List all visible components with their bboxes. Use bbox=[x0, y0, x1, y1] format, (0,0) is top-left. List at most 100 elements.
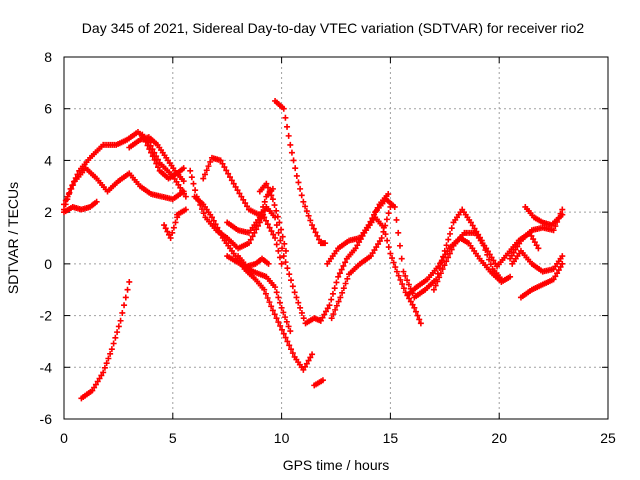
data-point bbox=[507, 255, 514, 262]
data-point bbox=[286, 342, 293, 349]
data-point bbox=[284, 338, 291, 345]
data-point bbox=[151, 156, 158, 163]
data-point bbox=[322, 240, 329, 247]
y-tick-label: -6 bbox=[40, 411, 53, 427]
data-point bbox=[303, 360, 310, 367]
data-point bbox=[409, 301, 416, 308]
data-point bbox=[149, 153, 156, 160]
data-point bbox=[492, 260, 499, 267]
data-point bbox=[278, 226, 285, 233]
y-tick-labels: -6 -4 -2 0 2 4 6 8 bbox=[40, 49, 53, 427]
data-point bbox=[278, 304, 285, 311]
data-point bbox=[445, 254, 452, 261]
data-point bbox=[552, 273, 559, 280]
data-point bbox=[328, 315, 335, 322]
data-point bbox=[331, 285, 338, 292]
data-point bbox=[550, 276, 557, 283]
data-point bbox=[550, 227, 557, 234]
y-tick-label: -2 bbox=[40, 308, 53, 324]
data-point bbox=[148, 149, 155, 156]
data-point bbox=[298, 192, 305, 199]
data-point bbox=[139, 131, 146, 138]
data-point bbox=[385, 191, 392, 198]
data-point bbox=[293, 294, 300, 301]
data-point bbox=[400, 285, 407, 292]
data-point bbox=[169, 229, 176, 236]
data-point bbox=[284, 123, 291, 130]
data-point bbox=[356, 239, 363, 246]
data-point bbox=[112, 334, 119, 341]
data-point bbox=[284, 265, 291, 272]
data-point bbox=[61, 201, 67, 208]
data-point bbox=[559, 253, 566, 260]
x-tick-label: 5 bbox=[169, 430, 177, 446]
data-point bbox=[208, 214, 215, 221]
data-point bbox=[486, 251, 493, 258]
data-point bbox=[407, 298, 414, 305]
data-marks bbox=[61, 97, 566, 402]
data-point bbox=[342, 280, 349, 287]
data-point bbox=[387, 250, 394, 257]
data-point bbox=[92, 381, 99, 388]
data-point bbox=[182, 193, 189, 200]
data-point bbox=[282, 247, 289, 254]
series-track-s bbox=[328, 203, 394, 322]
data-point bbox=[282, 314, 289, 321]
data-point bbox=[242, 200, 249, 207]
data-point bbox=[119, 309, 126, 316]
plot-frame bbox=[63, 56, 609, 420]
data-point bbox=[376, 238, 383, 245]
data-point bbox=[200, 175, 207, 182]
data-point bbox=[432, 282, 439, 289]
y-tick-label: 0 bbox=[44, 256, 52, 272]
data-point bbox=[266, 188, 273, 195]
y-tick-label: 8 bbox=[44, 49, 52, 65]
x-tick-label: 25 bbox=[600, 430, 616, 446]
data-point bbox=[94, 378, 101, 385]
data-point bbox=[62, 197, 69, 204]
x-tick-label: 10 bbox=[274, 430, 290, 446]
data-point bbox=[369, 250, 376, 257]
data-point bbox=[554, 270, 561, 277]
data-point bbox=[279, 245, 286, 252]
data-point bbox=[219, 160, 226, 167]
data-point bbox=[167, 235, 174, 241]
data-point bbox=[339, 289, 346, 296]
data-point bbox=[285, 323, 292, 330]
data-point bbox=[333, 279, 340, 286]
series-track-p bbox=[272, 97, 329, 247]
data-point bbox=[389, 255, 396, 262]
data-point bbox=[282, 114, 289, 121]
data-point bbox=[365, 222, 372, 229]
data-point bbox=[414, 312, 421, 319]
data-point bbox=[249, 233, 256, 240]
data-point bbox=[146, 146, 153, 153]
data-point bbox=[310, 225, 317, 232]
data-point bbox=[393, 216, 400, 223]
data-point bbox=[411, 304, 418, 311]
data-point bbox=[207, 158, 214, 165]
y-axis-label: SDTVAR / TECUs bbox=[5, 182, 21, 294]
data-point bbox=[141, 135, 148, 142]
data-point bbox=[289, 350, 296, 357]
series-track-c bbox=[61, 198, 100, 216]
data-point bbox=[283, 318, 290, 325]
data-point bbox=[328, 296, 335, 303]
data-point bbox=[382, 222, 389, 229]
series-track-m bbox=[224, 253, 294, 335]
data-point bbox=[271, 202, 278, 209]
data-point bbox=[324, 305, 331, 312]
data-point bbox=[265, 260, 272, 267]
data-point bbox=[329, 290, 336, 297]
data-point bbox=[266, 224, 273, 231]
data-point bbox=[271, 311, 278, 318]
data-point bbox=[70, 181, 77, 188]
data-point bbox=[238, 193, 245, 200]
data-point bbox=[439, 266, 446, 273]
data-point bbox=[285, 132, 292, 139]
data-point bbox=[232, 183, 239, 190]
data-point bbox=[270, 231, 277, 238]
data-point bbox=[300, 366, 307, 373]
data-point bbox=[276, 254, 283, 261]
data-point bbox=[508, 252, 515, 259]
